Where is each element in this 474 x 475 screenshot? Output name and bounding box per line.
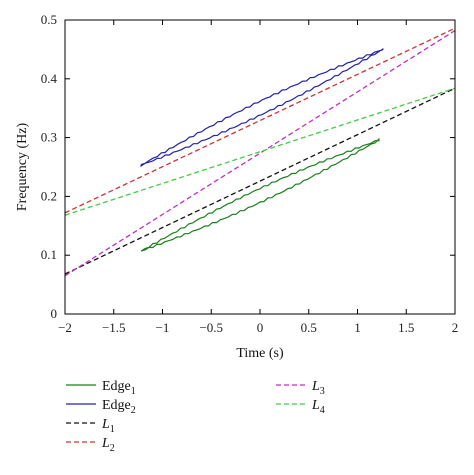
legend-label-main: L <box>311 398 320 413</box>
legend-item: L4 <box>276 398 325 416</box>
x-tick-label: −0.5 <box>199 320 223 335</box>
series-l4-line <box>64 87 456 216</box>
series-l2-line <box>64 27 456 214</box>
y-tick-label: 0 <box>51 306 58 321</box>
legend-label-subscript: 3 <box>320 386 325 397</box>
legend-label-subscript: 1 <box>131 386 136 397</box>
y-axis-label: Frequency (Hz) <box>15 123 30 212</box>
legend-label: L2 <box>101 436 115 454</box>
x-axis-label: Time (s) <box>236 346 284 361</box>
legend-label-subscript: 2 <box>110 443 115 454</box>
legend-label-subscript: 4 <box>320 405 325 416</box>
y-tick-label: 0.3 <box>41 130 57 145</box>
legend-label-main: L <box>101 417 110 432</box>
y-tick-label: 0.1 <box>41 247 57 262</box>
x-tick-label: 1 <box>354 320 361 335</box>
legend-label: Edge2 <box>102 398 136 416</box>
tick-layer: −2 −1.5 −1 −0.5 0 0.5 1 1.5 2 0 0.1 0.2 0.3 0.4 0.5 <box>41 12 459 335</box>
legend-item: Edge1 <box>66 379 136 397</box>
plot-frame <box>64 19 456 315</box>
legend-item: L3 <box>276 379 325 397</box>
legend-item: L2 <box>66 436 115 454</box>
x-tick-label: 2 <box>452 320 459 335</box>
x-tick-label: 1.5 <box>398 320 414 335</box>
x-tick-label: 0.5 <box>301 320 317 335</box>
legend-label: Edge1 <box>102 379 136 397</box>
y-tick-label: 0.4 <box>41 71 58 86</box>
legend-label-main: Edge <box>102 379 131 394</box>
legend-label-main: L <box>311 379 320 394</box>
legend-item: Edge2 <box>66 398 136 416</box>
legend-label-main: L <box>101 436 110 451</box>
legend-label: L3 <box>311 379 325 397</box>
series-edge1-contour <box>140 137 380 252</box>
x-tick-label: 0 <box>257 320 264 335</box>
x-tick-label: −2 <box>58 320 72 335</box>
y-tick-label: 0.5 <box>41 12 57 27</box>
legend-item: L1 <box>66 417 115 435</box>
legend-label-subscript: 2 <box>131 405 136 416</box>
legend-label: L1 <box>101 417 115 435</box>
legend-label: L4 <box>311 398 325 416</box>
y-tick-label: 0.2 <box>41 188 57 203</box>
series-l3-line <box>64 30 456 277</box>
series-layer <box>64 27 456 277</box>
legend-label-subscript: 1 <box>110 424 115 435</box>
x-tick-label: −1.5 <box>102 320 126 335</box>
legend-label-main: Edge <box>102 398 131 413</box>
series-edge2-contour <box>140 48 384 168</box>
series-l1-line <box>64 87 456 275</box>
x-tick-label: −1 <box>156 320 170 335</box>
